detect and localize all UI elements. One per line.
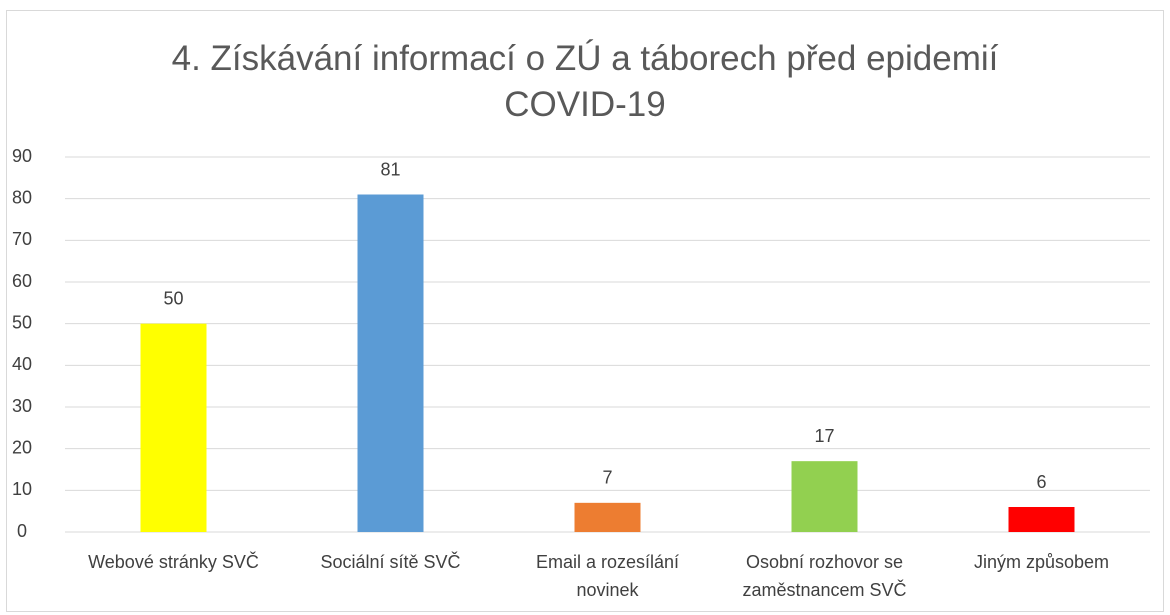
bar <box>574 502 641 532</box>
y-tick-label: 20 <box>12 437 32 457</box>
x-tick-label: Jiným způsobem <box>973 552 1110 572</box>
y-tick-label: 0 <box>17 521 27 541</box>
y-tick-label: 30 <box>12 396 32 416</box>
data-label: 50 <box>163 288 183 308</box>
x-tick-label: Osobní rozhovor se zaměstnancem SVČ <box>742 552 907 600</box>
bar <box>140 323 207 532</box>
y-tick-label: 40 <box>12 354 32 374</box>
chart-frame <box>6 10 1164 612</box>
data-label: 6 <box>1036 472 1046 492</box>
chart-title: 4. Získávání informací o ZÚ a táborech p… <box>171 39 999 124</box>
y-tick-label: 90 <box>12 146 32 166</box>
data-label: 81 <box>380 159 400 179</box>
x-tick-label: Webové stránky SVČ <box>88 552 259 572</box>
x-tick-label: Email a rozesílání novinek <box>535 552 680 600</box>
bar <box>357 194 424 532</box>
y-tick-label: 10 <box>12 479 32 499</box>
y-tick-label: 50 <box>12 312 32 332</box>
data-label: 7 <box>602 468 612 488</box>
bar <box>791 461 858 532</box>
y-tick-label: 70 <box>12 229 32 249</box>
y-tick-label: 60 <box>12 271 32 291</box>
bar <box>1008 507 1075 532</box>
x-tick-label: Sociální sítě SVČ <box>320 552 461 572</box>
data-label: 17 <box>814 426 834 446</box>
y-tick-label: 80 <box>12 187 32 207</box>
